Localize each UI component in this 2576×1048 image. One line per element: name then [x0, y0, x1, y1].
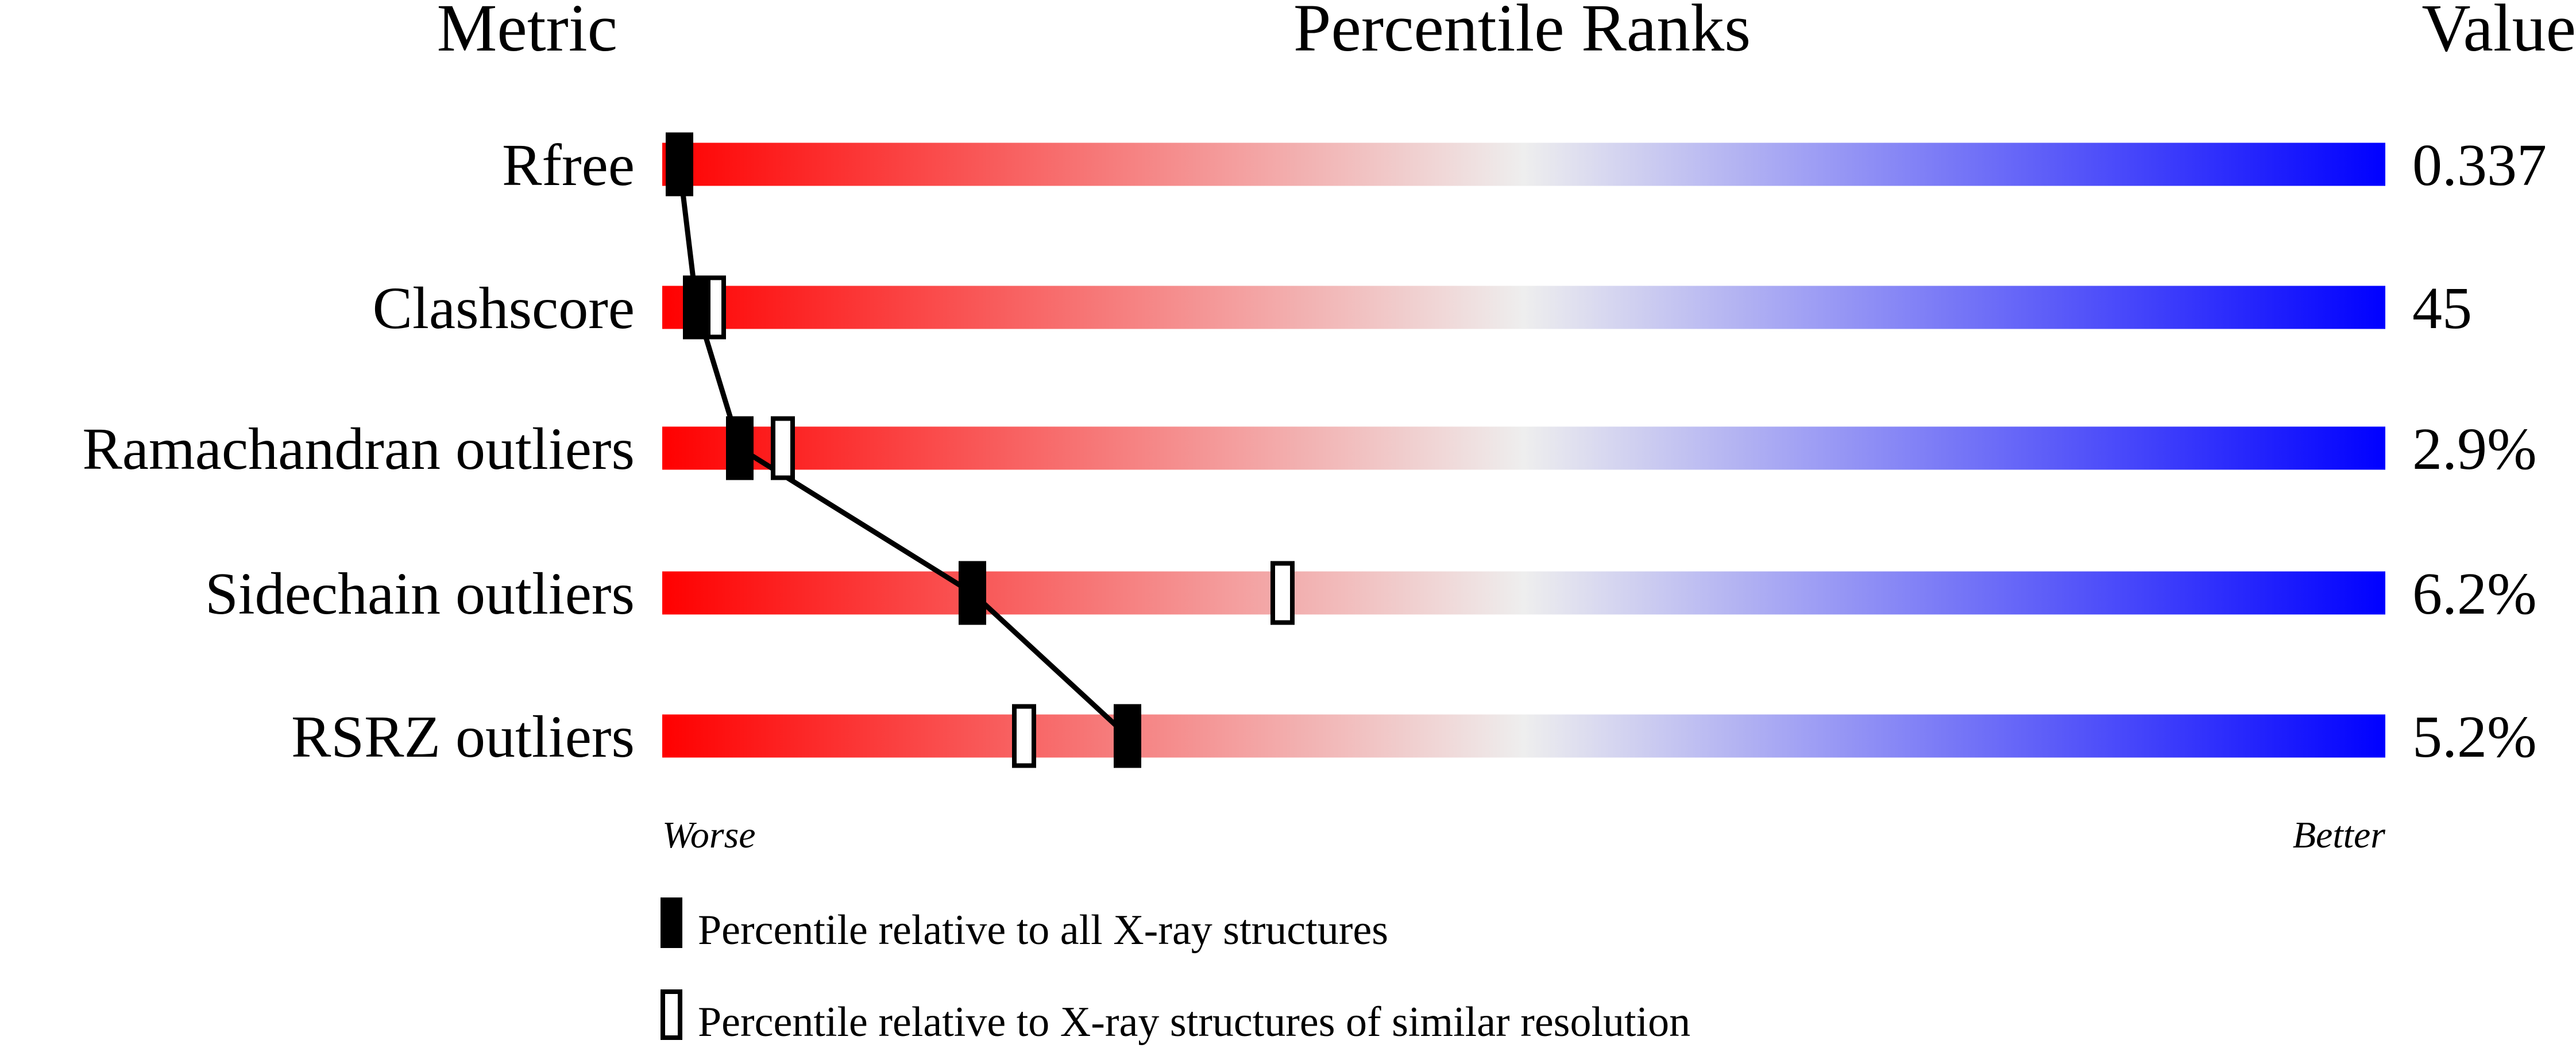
percentile-bar	[662, 142, 2385, 186]
metric-value: 2.9%	[2412, 416, 2537, 482]
legend-open-label: Percentile relative to X-ray structures …	[698, 999, 1690, 1046]
better-label: Better	[2293, 814, 2386, 856]
metric-label: Rfree	[502, 132, 635, 198]
all-structures-marker	[959, 561, 986, 625]
metric-label: RSRZ outliers	[291, 704, 635, 770]
metric-value: 45	[2412, 275, 2472, 341]
similar-resolution-marker	[771, 416, 795, 480]
legend-filled-label: Percentile relative to all X-ray structu…	[698, 907, 1388, 954]
all-structures-marker	[1114, 704, 1141, 768]
all-structures-marker	[683, 275, 710, 340]
metric-value: 0.337	[2412, 132, 2547, 198]
legend-filled-marker	[661, 897, 682, 948]
value-header: Value	[2421, 0, 2576, 66]
percentile-bar	[662, 714, 2385, 758]
metric-value: 6.2%	[2412, 561, 2537, 627]
metric-label: Sidechain outliers	[205, 561, 635, 627]
all-structures-marker	[726, 416, 754, 480]
metric-value: 5.2%	[2412, 704, 2537, 770]
similar-resolution-marker	[1270, 561, 1295, 625]
percentile-header: Percentile Ranks	[1293, 0, 1751, 66]
metric-header: Metric	[437, 0, 617, 66]
worse-label: Worse	[662, 814, 756, 856]
metric-label: Clashscore	[373, 275, 635, 341]
all-structures-marker	[666, 132, 693, 196]
metric-label: Ramachandran outliers	[82, 416, 635, 482]
percentile-bar	[662, 426, 2385, 470]
percentile-bar	[662, 571, 2385, 615]
percentile-bar	[662, 286, 2385, 329]
similar-resolution-marker	[1012, 704, 1036, 768]
legend-open-marker	[661, 989, 682, 1040]
